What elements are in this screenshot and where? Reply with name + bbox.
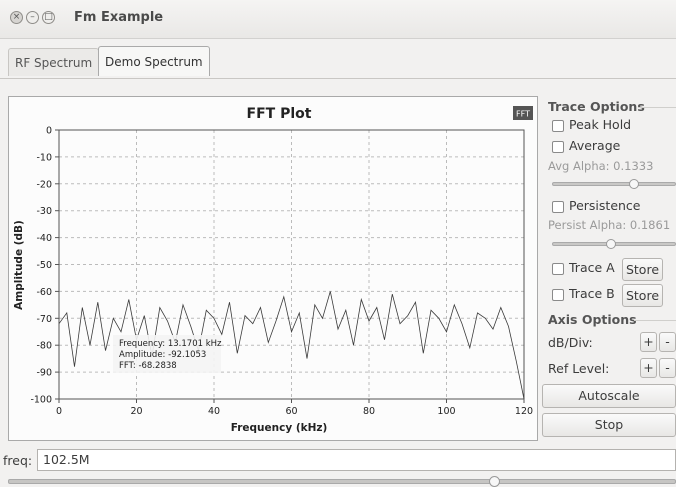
stop-button[interactable]: Stop <box>542 413 676 437</box>
trace-options-divider <box>638 107 676 108</box>
y-tick-label: -10 <box>36 152 52 163</box>
x-tick-label: 0 <box>56 406 62 417</box>
axis-options-heading: Axis Options <box>548 312 637 327</box>
freq-slider[interactable] <box>8 476 676 487</box>
tab-rf-spectrum[interactable]: RF Spectrum <box>8 48 100 76</box>
persistence-checkbox[interactable] <box>552 201 564 213</box>
freq-slider-handle[interactable] <box>489 476 500 487</box>
trace-a-checkbox[interactable] <box>552 263 564 275</box>
control-panel: Trace Options Peak Hold Average Avg Alph… <box>542 96 676 441</box>
y-tick-label: -60 <box>36 287 52 298</box>
autoscale-button[interactable]: Autoscale <box>542 384 676 408</box>
y-tick-label: 0 <box>46 126 52 137</box>
tooltip-fft: FFT: -68.2838 <box>119 361 177 371</box>
tab-demo-spectrum[interactable]: Demo Spectrum <box>98 46 210 76</box>
x-tick-label: 20 <box>130 406 142 417</box>
persist-alpha-slider[interactable] <box>552 239 676 249</box>
minimize-icon[interactable]: – <box>26 11 39 24</box>
ref-level-label: Ref Level: <box>548 361 610 376</box>
y-tick-label: -50 <box>36 260 52 271</box>
peak-hold-checkbox[interactable] <box>552 120 564 132</box>
plot-ticks: 0 -10 -20 -30 -40 -50 -60 -70 -80 -90 -100 0 20 40 60 8… <box>30 126 533 418</box>
x-tick-label: 120 <box>515 406 533 417</box>
persistence-label[interactable]: Persistence <box>569 198 641 213</box>
fft-badge[interactable] <box>513 106 533 120</box>
trace-a-label[interactable]: Trace A <box>569 260 615 275</box>
avg-alpha-slider-handle[interactable] <box>628 179 639 189</box>
trace-a-store-button[interactable]: Store <box>622 258 663 281</box>
average-label[interactable]: Average <box>569 138 621 153</box>
persist-alpha-label: Persist Alpha: 0.1861 <box>548 218 671 232</box>
tab-divider <box>0 78 676 79</box>
average-checkbox[interactable] <box>552 141 564 153</box>
avg-alpha-slider[interactable] <box>552 179 676 189</box>
x-axis-label: Frequency (kHz) <box>231 422 328 434</box>
maximize-icon[interactable]: □ <box>42 11 55 24</box>
x-tick-label: 80 <box>363 406 375 417</box>
tooltip-frequency: Frequency: 13.1701 kHz <box>119 339 222 349</box>
plot-tooltip: Frequency: 13.1701 kHz Amplitude: -92.10… <box>113 335 222 373</box>
y-tick-label: -30 <box>36 206 52 217</box>
y-tick-label: -80 <box>36 341 52 352</box>
fft-plot-panel[interactable]: 0 -10 -20 -30 -40 -50 -60 -70 -80 -90 -100 0 20 40 60 8… <box>8 96 538 441</box>
persist-alpha-slider-handle[interactable] <box>605 239 616 249</box>
x-tick-label: 100 <box>437 406 455 417</box>
freq-input[interactable]: 102.5M <box>37 449 676 471</box>
trace-b-label[interactable]: Trace B <box>569 286 615 301</box>
trace-b-store-button[interactable]: Store <box>622 284 663 307</box>
peak-hold-label[interactable]: Peak Hold <box>569 117 632 132</box>
ref-level-increase-button[interactable]: + <box>640 358 657 378</box>
axis-options-divider <box>634 320 676 321</box>
plot-area-border <box>58 129 525 400</box>
ref-level-decrease-button[interactable]: - <box>659 358 676 378</box>
freq-label: freq: <box>3 453 33 468</box>
x-tick-label: 40 <box>208 406 220 417</box>
title-bar: × – □ Fm Example <box>0 0 676 39</box>
db-div-increase-button[interactable]: + <box>640 332 657 352</box>
tab-bar: RF Spectrum Demo Spectrum <box>0 46 676 78</box>
avg-alpha-label: Avg Alpha: 0.1333 <box>548 159 654 173</box>
trace-b-checkbox[interactable] <box>552 289 564 301</box>
x-tick-label: 60 <box>285 406 297 417</box>
tooltip-background <box>113 335 221 373</box>
y-tick-label: -20 <box>36 179 52 190</box>
tooltip-amplitude: Amplitude: -92.1053 <box>119 350 206 360</box>
y-tick-label: -100 <box>30 395 52 406</box>
y-tick-label: -90 <box>36 368 52 379</box>
y-tick-label: -40 <box>36 233 52 244</box>
trace-options-heading: Trace Options <box>548 99 645 114</box>
close-icon[interactable]: × <box>10 11 23 24</box>
y-tick-label: -70 <box>36 314 52 325</box>
freq-row: freq: 102.5M <box>0 449 676 473</box>
y-axis-label: Amplitude (dB) <box>13 220 25 310</box>
fft-plot[interactable]: 0 -10 -20 -30 -40 -50 -60 -70 -80 -90 -100 0 20 40 60 8… <box>9 97 537 440</box>
plot-title: FFT Plot <box>247 106 312 122</box>
fft-badge-label: FFT <box>516 110 530 119</box>
db-div-label: dB/Div: <box>548 335 593 350</box>
db-div-decrease-button[interactable]: - <box>659 332 676 352</box>
window-title: Fm Example <box>74 10 164 25</box>
